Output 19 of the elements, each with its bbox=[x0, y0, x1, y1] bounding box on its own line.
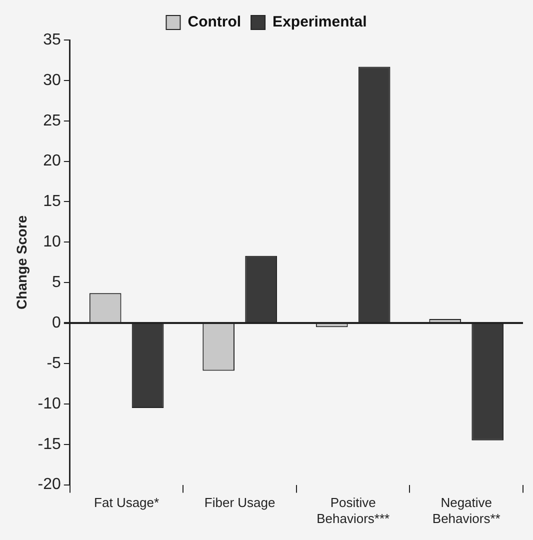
y-tick-label: -20 bbox=[38, 476, 62, 494]
x-tick-label: Negative Behaviors** bbox=[432, 495, 500, 526]
y-tick-label: 30 bbox=[43, 72, 62, 89]
y-tick-label: -15 bbox=[38, 436, 62, 453]
y-tick-label: 35 bbox=[43, 31, 62, 48]
y-tick-label: -10 bbox=[38, 395, 62, 412]
x-tick-label: Fiber Usage bbox=[204, 495, 276, 510]
y-tick-label: 0 bbox=[52, 314, 62, 332]
legend-label: Control bbox=[188, 14, 242, 31]
x-tick-label: Fat Usage* bbox=[94, 495, 160, 510]
x-tick-label: Positive Behaviors*** bbox=[316, 495, 390, 526]
legend-label: Experimental bbox=[272, 14, 367, 31]
y-tick-label: 25 bbox=[43, 112, 62, 130]
y-tick-label: 10 bbox=[43, 234, 62, 251]
y-tick-label: 20 bbox=[43, 152, 62, 170]
y-tick-label: 5 bbox=[52, 274, 62, 292]
y-axis-title: Change Score bbox=[13, 215, 30, 310]
y-tick-label: 15 bbox=[43, 193, 62, 210]
y-tick-label: -5 bbox=[46, 354, 62, 372]
